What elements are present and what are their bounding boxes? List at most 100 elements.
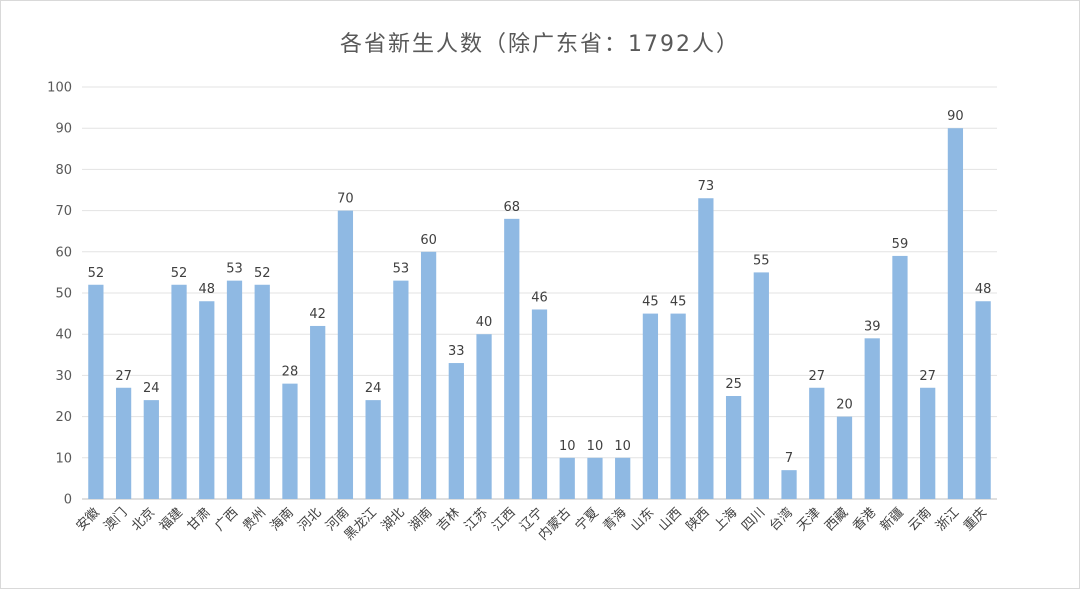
data-label: 10	[587, 439, 604, 454]
bar	[698, 198, 714, 500]
bar	[504, 218, 520, 499]
bar	[892, 255, 908, 499]
bar	[393, 280, 409, 499]
x-category-label: 广西	[212, 505, 241, 534]
data-label: 52	[88, 266, 105, 281]
x-category-label: 湖北	[379, 505, 408, 534]
bar	[171, 284, 187, 499]
bar	[836, 416, 853, 499]
x-category-label: 天津	[795, 505, 824, 534]
bar	[531, 309, 548, 499]
data-label: 25	[725, 377, 742, 392]
y-tick-label: 30	[55, 369, 72, 384]
bar	[199, 301, 215, 499]
data-label: 52	[171, 266, 188, 281]
bar	[226, 280, 243, 499]
data-label: 68	[503, 200, 520, 215]
x-category-label: 内蒙古	[535, 505, 574, 544]
data-label: 90	[947, 109, 964, 124]
x-category-label: 海南	[267, 505, 297, 535]
x-category-label: 浙江	[933, 505, 962, 534]
bar	[310, 325, 326, 499]
x-category-label: 贵州	[240, 505, 269, 534]
bar	[88, 284, 104, 499]
data-label: 53	[226, 262, 243, 277]
bar	[476, 334, 492, 499]
data-label: 46	[531, 290, 548, 305]
x-category-label: 宁夏	[572, 505, 602, 535]
x-category-label: 湖南	[406, 505, 436, 535]
bar	[420, 251, 437, 499]
bar	[947, 128, 964, 499]
bar	[864, 338, 880, 499]
data-label: 27	[115, 369, 132, 384]
data-label: 70	[337, 192, 354, 207]
x-category-label: 山东	[628, 505, 657, 534]
data-label: 24	[365, 381, 382, 396]
bar	[920, 387, 936, 499]
x-category-label: 山西	[656, 505, 685, 534]
data-label: 7	[785, 451, 793, 466]
bar	[725, 396, 742, 499]
data-label: 20	[836, 398, 853, 413]
bar	[337, 210, 354, 499]
bar	[809, 387, 825, 499]
bar	[587, 457, 603, 499]
x-category-label: 四川	[739, 505, 768, 534]
data-label: 48	[198, 282, 215, 297]
data-label: 39	[864, 319, 881, 334]
x-category-label: 江苏	[461, 505, 491, 535]
x-category-label: 重庆	[960, 505, 990, 535]
bar	[143, 400, 159, 499]
x-category-label: 吉林	[434, 505, 463, 534]
y-tick-label: 60	[55, 245, 72, 260]
x-category-label: 澳门	[101, 505, 131, 535]
data-label: 59	[892, 237, 909, 252]
bars	[88, 128, 991, 500]
x-category-label: 台湾	[766, 505, 796, 535]
x-category-label: 黑龙江	[342, 505, 380, 543]
chart-title: 各省新生人数（除广东省：1792人）	[340, 32, 740, 57]
x-category-label: 云南	[905, 505, 935, 535]
bar	[448, 363, 464, 499]
data-label: 55	[753, 253, 770, 268]
y-axis-ticks: 0 10 20 30 40 50 60 70 80 90 100	[47, 81, 72, 508]
x-category-label: 安徽	[74, 505, 103, 534]
x-category-label: 新疆	[877, 505, 907, 535]
bar	[115, 387, 132, 499]
y-tick-label: 50	[55, 287, 72, 302]
x-category-label: 河北	[296, 505, 325, 534]
data-label: 45	[642, 295, 659, 310]
x-category-label: 西藏	[822, 505, 851, 534]
data-label: 48	[975, 282, 992, 297]
y-tick-label: 80	[55, 163, 72, 178]
y-tick-label: 0	[64, 493, 72, 508]
data-label: 28	[282, 365, 299, 380]
x-category-label: 上海	[711, 505, 740, 534]
bar	[365, 400, 381, 499]
x-category-label: 青海	[601, 505, 630, 534]
data-label: 53	[393, 262, 410, 277]
x-category-label: 陕西	[684, 505, 713, 534]
data-label: 52	[254, 266, 271, 281]
bar	[254, 284, 270, 499]
bar	[615, 457, 631, 499]
y-tick-label: 70	[55, 204, 72, 219]
y-tick-label: 10	[55, 451, 72, 466]
data-label: 45	[670, 295, 687, 310]
bar	[282, 383, 298, 499]
y-tick-label: 90	[55, 122, 72, 137]
data-label: 40	[476, 315, 493, 330]
y-tick-label: 100	[47, 81, 72, 96]
x-axis-categories: 安徽澳门北京福建甘肃广西贵州海南河北河南黑龙江湖北湖南吉林江苏江西辽宁内蒙古宁夏…	[74, 505, 990, 544]
data-label: 60	[420, 233, 437, 248]
x-category-label: 甘肃	[185, 505, 214, 534]
x-category-label: 江西	[490, 505, 519, 534]
data-label: 42	[309, 307, 326, 322]
data-label: 10	[559, 439, 576, 454]
bar	[559, 457, 575, 499]
x-category-label: 福建	[157, 505, 186, 534]
x-category-label: 香港	[850, 505, 879, 534]
data-label: 73	[698, 179, 715, 194]
bar	[781, 470, 797, 499]
